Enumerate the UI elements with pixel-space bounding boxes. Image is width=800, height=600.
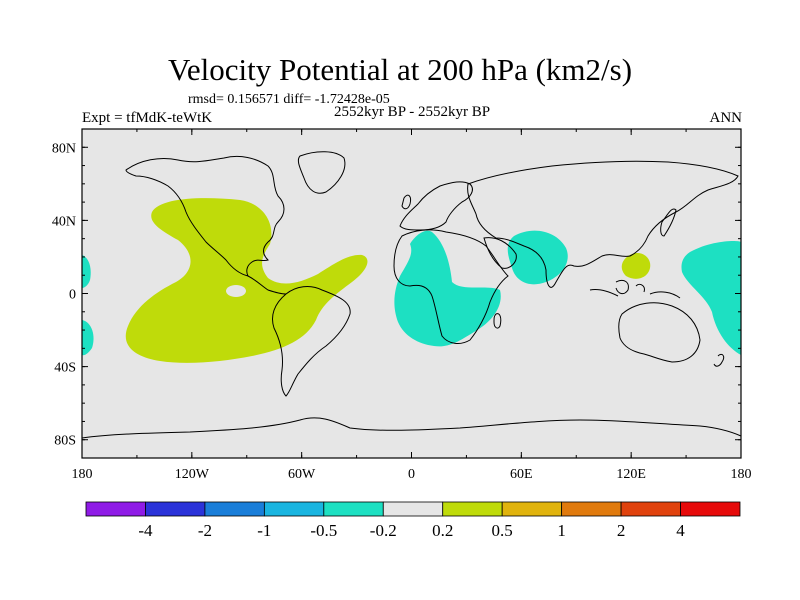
colorbar-swatch bbox=[501, 501, 563, 517]
colorbar-swatch bbox=[382, 501, 444, 517]
lon-label: 0 bbox=[408, 467, 415, 482]
lon-label: 60E bbox=[510, 467, 533, 482]
coast-australia bbox=[618, 302, 701, 363]
negative-region-date-line-south bbox=[82, 320, 94, 356]
colorbar: -4 -2 -1 -0.5 -0.2 0.2 0.5 1 2 4 bbox=[85, 501, 741, 540]
negative-region-africa bbox=[394, 230, 501, 347]
colorbar-label: 0.5 bbox=[492, 521, 513, 540]
lat-label: 40N bbox=[52, 214, 76, 229]
coast-africa bbox=[393, 229, 509, 344]
coast-arabia bbox=[483, 237, 517, 269]
coast-asia bbox=[467, 160, 739, 288]
colorbar-label: -0.2 bbox=[370, 521, 397, 540]
colorbar-label: -4 bbox=[138, 521, 153, 540]
coast-maritime-continent bbox=[589, 279, 681, 299]
colorbar-swatch bbox=[204, 501, 265, 517]
colorbar-swatch bbox=[145, 501, 206, 517]
velocity-potential-contours bbox=[82, 198, 741, 363]
colorbar-label: -2 bbox=[198, 521, 212, 540]
coast-north-america bbox=[125, 155, 285, 277]
lon-label: 120W bbox=[175, 467, 210, 482]
axis-ticks bbox=[81, 128, 742, 459]
negative-region-west-pacific bbox=[681, 241, 741, 355]
colorbar-label: -0.5 bbox=[310, 521, 337, 540]
positive-region-pacific-america bbox=[125, 198, 368, 363]
negative-region-date-line-north bbox=[82, 255, 91, 288]
latitude-labels: 80N 40N 0 40S 80S bbox=[52, 141, 76, 448]
colorbar-swatch bbox=[561, 501, 622, 517]
plot-area bbox=[81, 128, 742, 459]
colorbar-swatch bbox=[263, 501, 325, 517]
coast-antarctica bbox=[81, 417, 742, 439]
lon-label: 180 bbox=[731, 467, 752, 482]
coast-britain bbox=[401, 194, 411, 210]
colorbar-swatch bbox=[620, 501, 681, 517]
coast-greenland bbox=[297, 151, 346, 194]
season-label: ANN bbox=[709, 110, 743, 126]
coastlines bbox=[81, 151, 742, 439]
coast-central-america bbox=[247, 275, 287, 295]
stats-text: rmsd= 0.156571 diff= -1.72428e-05 bbox=[188, 92, 390, 107]
coast-south-america bbox=[272, 286, 351, 397]
lat-label: 80S bbox=[54, 434, 76, 449]
colorbar-swatch bbox=[442, 501, 503, 517]
coast-new-zealand bbox=[713, 353, 725, 367]
lat-label: 0 bbox=[69, 288, 76, 303]
colorbar-label: 1 bbox=[557, 521, 566, 540]
lat-label: 80N bbox=[52, 141, 76, 156]
colorbar-label: 0.2 bbox=[432, 521, 453, 540]
coast-japan bbox=[660, 208, 677, 237]
longitude-labels: 180 120W 60W 0 60E 120E 180 bbox=[72, 467, 752, 482]
colorbar-label: 2 bbox=[617, 521, 626, 540]
coast-madagascar bbox=[493, 313, 502, 329]
lon-label: 60W bbox=[288, 467, 316, 482]
experiment-label: Expt = tfMdK-teWtK bbox=[82, 110, 213, 126]
colorbar-label: 4 bbox=[676, 521, 685, 540]
lat-label: 40S bbox=[54, 361, 76, 376]
lon-label: 120E bbox=[616, 467, 646, 482]
background-hole-pacific bbox=[226, 285, 246, 297]
colorbar-swatch bbox=[323, 501, 384, 517]
positive-region-philippines bbox=[621, 252, 651, 279]
colorbar-swatch bbox=[85, 501, 146, 517]
period-label: 2552kyr BP - 2552kyr BP bbox=[333, 104, 491, 120]
lon-label: 180 bbox=[72, 467, 93, 482]
negative-region-arabia-india bbox=[507, 230, 568, 285]
map-title: Velocity Potential at 200 hPa (km2/s) bbox=[167, 52, 633, 87]
colorbar-label: -1 bbox=[257, 521, 271, 540]
colorbar-swatch bbox=[680, 501, 741, 517]
